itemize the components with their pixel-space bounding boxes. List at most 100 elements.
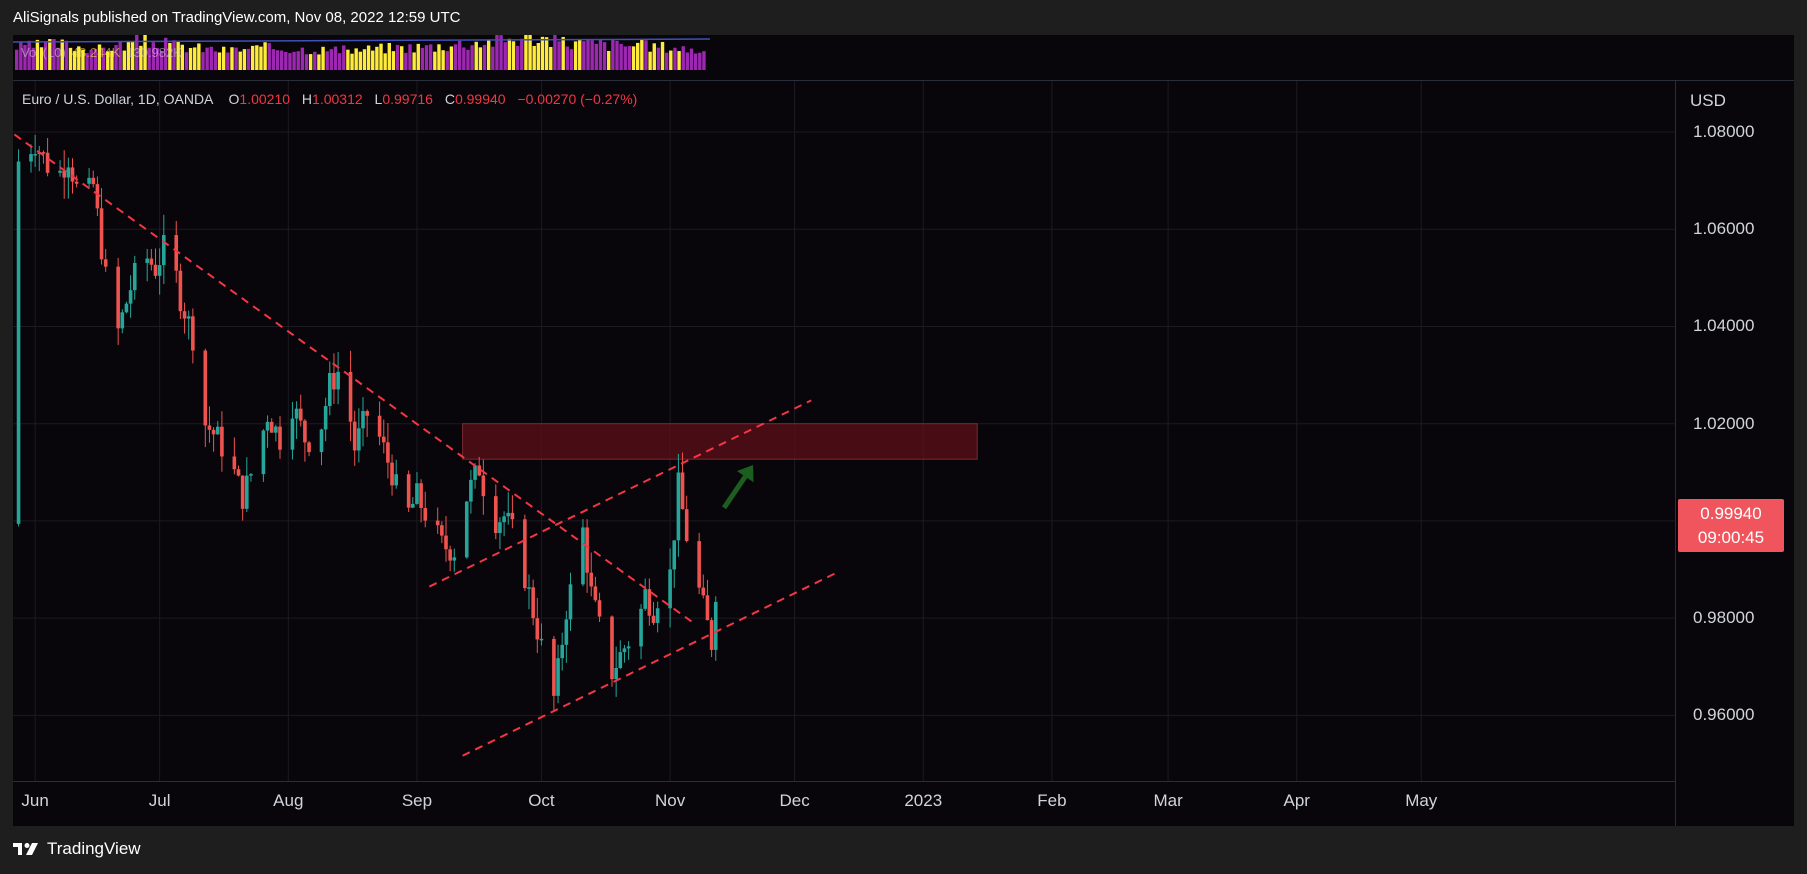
volume-bar	[23, 45, 27, 70]
candle-body	[381, 436, 386, 443]
candle-body	[394, 474, 398, 486]
candle-body	[527, 587, 531, 589]
candle-body	[178, 270, 183, 312]
volume-bar	[408, 44, 412, 70]
volume-indicator-name: Vol (10)	[21, 45, 66, 60]
candle-body	[352, 421, 357, 451]
candle-body	[269, 421, 274, 433]
tradingview-logo-icon	[13, 843, 38, 855]
candle-body	[585, 527, 589, 573]
volume-bar	[292, 51, 296, 70]
volume-pane[interactable]: Vol (10) 48.244K 130.982K	[13, 35, 1794, 81]
volume-bar	[300, 47, 305, 70]
time-tick: Nov	[654, 791, 686, 810]
volume-bar	[126, 40, 131, 70]
volume-bar	[164, 37, 168, 70]
candle-body	[440, 525, 444, 536]
volume-bar	[673, 47, 677, 70]
volume-bar	[350, 53, 354, 70]
candle-body	[236, 469, 241, 476]
volume-bar	[346, 49, 350, 70]
volume-bar	[72, 51, 77, 70]
volume-bar	[553, 35, 557, 70]
price-plot[interactable]	[13, 81, 1675, 781]
currency-label[interactable]: USD	[1690, 91, 1726, 110]
time-axis-divider	[13, 781, 1675, 782]
candle-body	[568, 584, 573, 620]
volume-bar	[640, 39, 644, 70]
price-tick: 0.96000	[1693, 705, 1755, 725]
candle-body	[589, 572, 594, 587]
volume-bar	[184, 52, 189, 70]
candle-body	[651, 615, 656, 623]
volume-bar	[259, 46, 263, 70]
last-price: 0.99940	[1700, 504, 1762, 523]
volume-bar	[81, 49, 85, 70]
chart-area[interactable]: Vol (10) 48.244K 130.982K Euro / U.S. Doll…	[13, 35, 1794, 826]
volume-bar	[627, 45, 632, 70]
candle-body	[581, 527, 585, 585]
volume-bar	[172, 40, 176, 70]
volume-bar	[135, 35, 139, 70]
volume-bar	[201, 52, 205, 70]
volume-bar	[263, 42, 267, 70]
candle-body	[672, 540, 677, 570]
time-tick: Feb	[1037, 791, 1067, 810]
volume-bar	[445, 51, 449, 70]
candle-body	[319, 429, 324, 453]
candle-body	[274, 426, 278, 433]
candle-body	[120, 312, 125, 329]
candle-body	[191, 316, 195, 351]
candle-body	[701, 587, 706, 596]
volume-bar	[19, 42, 23, 70]
volume-bar	[619, 43, 623, 70]
volume-bar	[400, 46, 404, 70]
candle-body	[149, 258, 154, 265]
volume-bar	[536, 43, 541, 70]
candle-body	[560, 644, 564, 659]
tradingview-brand[interactable]: TradingView	[13, 839, 141, 859]
candle-body	[128, 290, 133, 304]
candle-body	[435, 520, 440, 526]
volume-bar	[387, 43, 391, 70]
volume-bar	[623, 46, 627, 70]
volume-bar	[420, 47, 425, 70]
symbol-legend: Euro / U.S. Dollar, 1D, OANDA O1.00210 H…	[22, 91, 638, 107]
volume-bar	[242, 49, 247, 70]
price-tick: 1.04000	[1693, 316, 1755, 336]
volume-bar	[151, 42, 156, 70]
candle-body	[215, 426, 220, 435]
volume-bar	[267, 43, 271, 70]
candle-body	[207, 425, 212, 430]
time-tick: Apr	[1283, 791, 1310, 810]
volume-bar	[77, 46, 81, 70]
volume-bar	[375, 46, 379, 70]
volume-bar	[437, 44, 441, 70]
open-value: 1.00210	[239, 91, 291, 107]
volume-bar	[226, 52, 230, 70]
volume-bar	[27, 40, 31, 70]
volume-bar	[230, 47, 234, 70]
volume-bar	[39, 47, 44, 70]
candle-body	[70, 167, 75, 182]
volume-bar	[56, 47, 60, 70]
volume-bar	[329, 49, 334, 70]
volume-bar	[308, 54, 313, 70]
volume-bar	[520, 38, 524, 70]
volume-bar	[503, 42, 507, 70]
volume-bar	[644, 40, 648, 70]
candle-body	[680, 472, 685, 510]
candle-body	[477, 465, 481, 476]
volume-bar	[342, 45, 346, 70]
candle-body	[87, 177, 91, 184]
candle-body	[531, 587, 535, 619]
volume-bar	[549, 46, 553, 70]
volume-bar	[685, 52, 690, 70]
time-tick: Mar	[1153, 791, 1183, 810]
volume-bar	[486, 39, 491, 70]
volume-bar	[114, 45, 118, 70]
candle-body	[132, 262, 137, 291]
volume-bar	[43, 42, 48, 70]
candle-body	[464, 501, 469, 558]
resistance-zone	[462, 423, 978, 460]
